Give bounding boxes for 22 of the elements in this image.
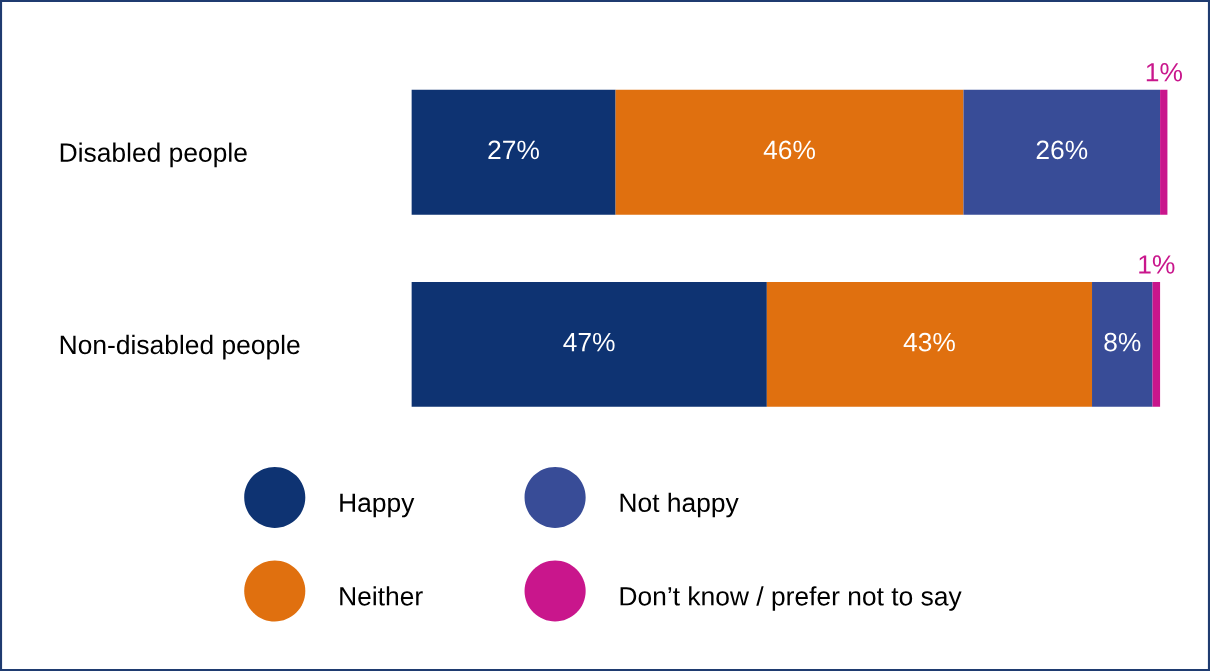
legend-label: Don’t know / prefer not to say <box>620 586 962 611</box>
legend-label: Not happy <box>620 492 739 518</box>
data-label: 1% <box>1139 255 1175 274</box>
bar <box>411 281 767 407</box>
data-label: 1% <box>1146 63 1182 82</box>
bar <box>963 89 1161 215</box>
data-label: 43% <box>903 332 955 352</box>
bar <box>766 281 1093 407</box>
data-label: 8% <box>1104 332 1141 352</box>
legend-label: Happy <box>340 493 415 518</box>
data-label: 46% <box>763 140 815 160</box>
legend-label: Neither <box>340 586 423 606</box>
data-label: 26% <box>1036 140 1088 160</box>
bar <box>1092 281 1153 407</box>
y-tick-label: Non-disabled people <box>60 334 300 360</box>
bar <box>615 89 964 215</box>
y-tick-label: Disabled people <box>60 142 247 168</box>
bar <box>411 89 616 215</box>
bar <box>1160 89 1168 215</box>
data-label: 47% <box>563 332 615 352</box>
bar <box>1152 281 1161 407</box>
data-label: 27% <box>488 140 539 160</box>
